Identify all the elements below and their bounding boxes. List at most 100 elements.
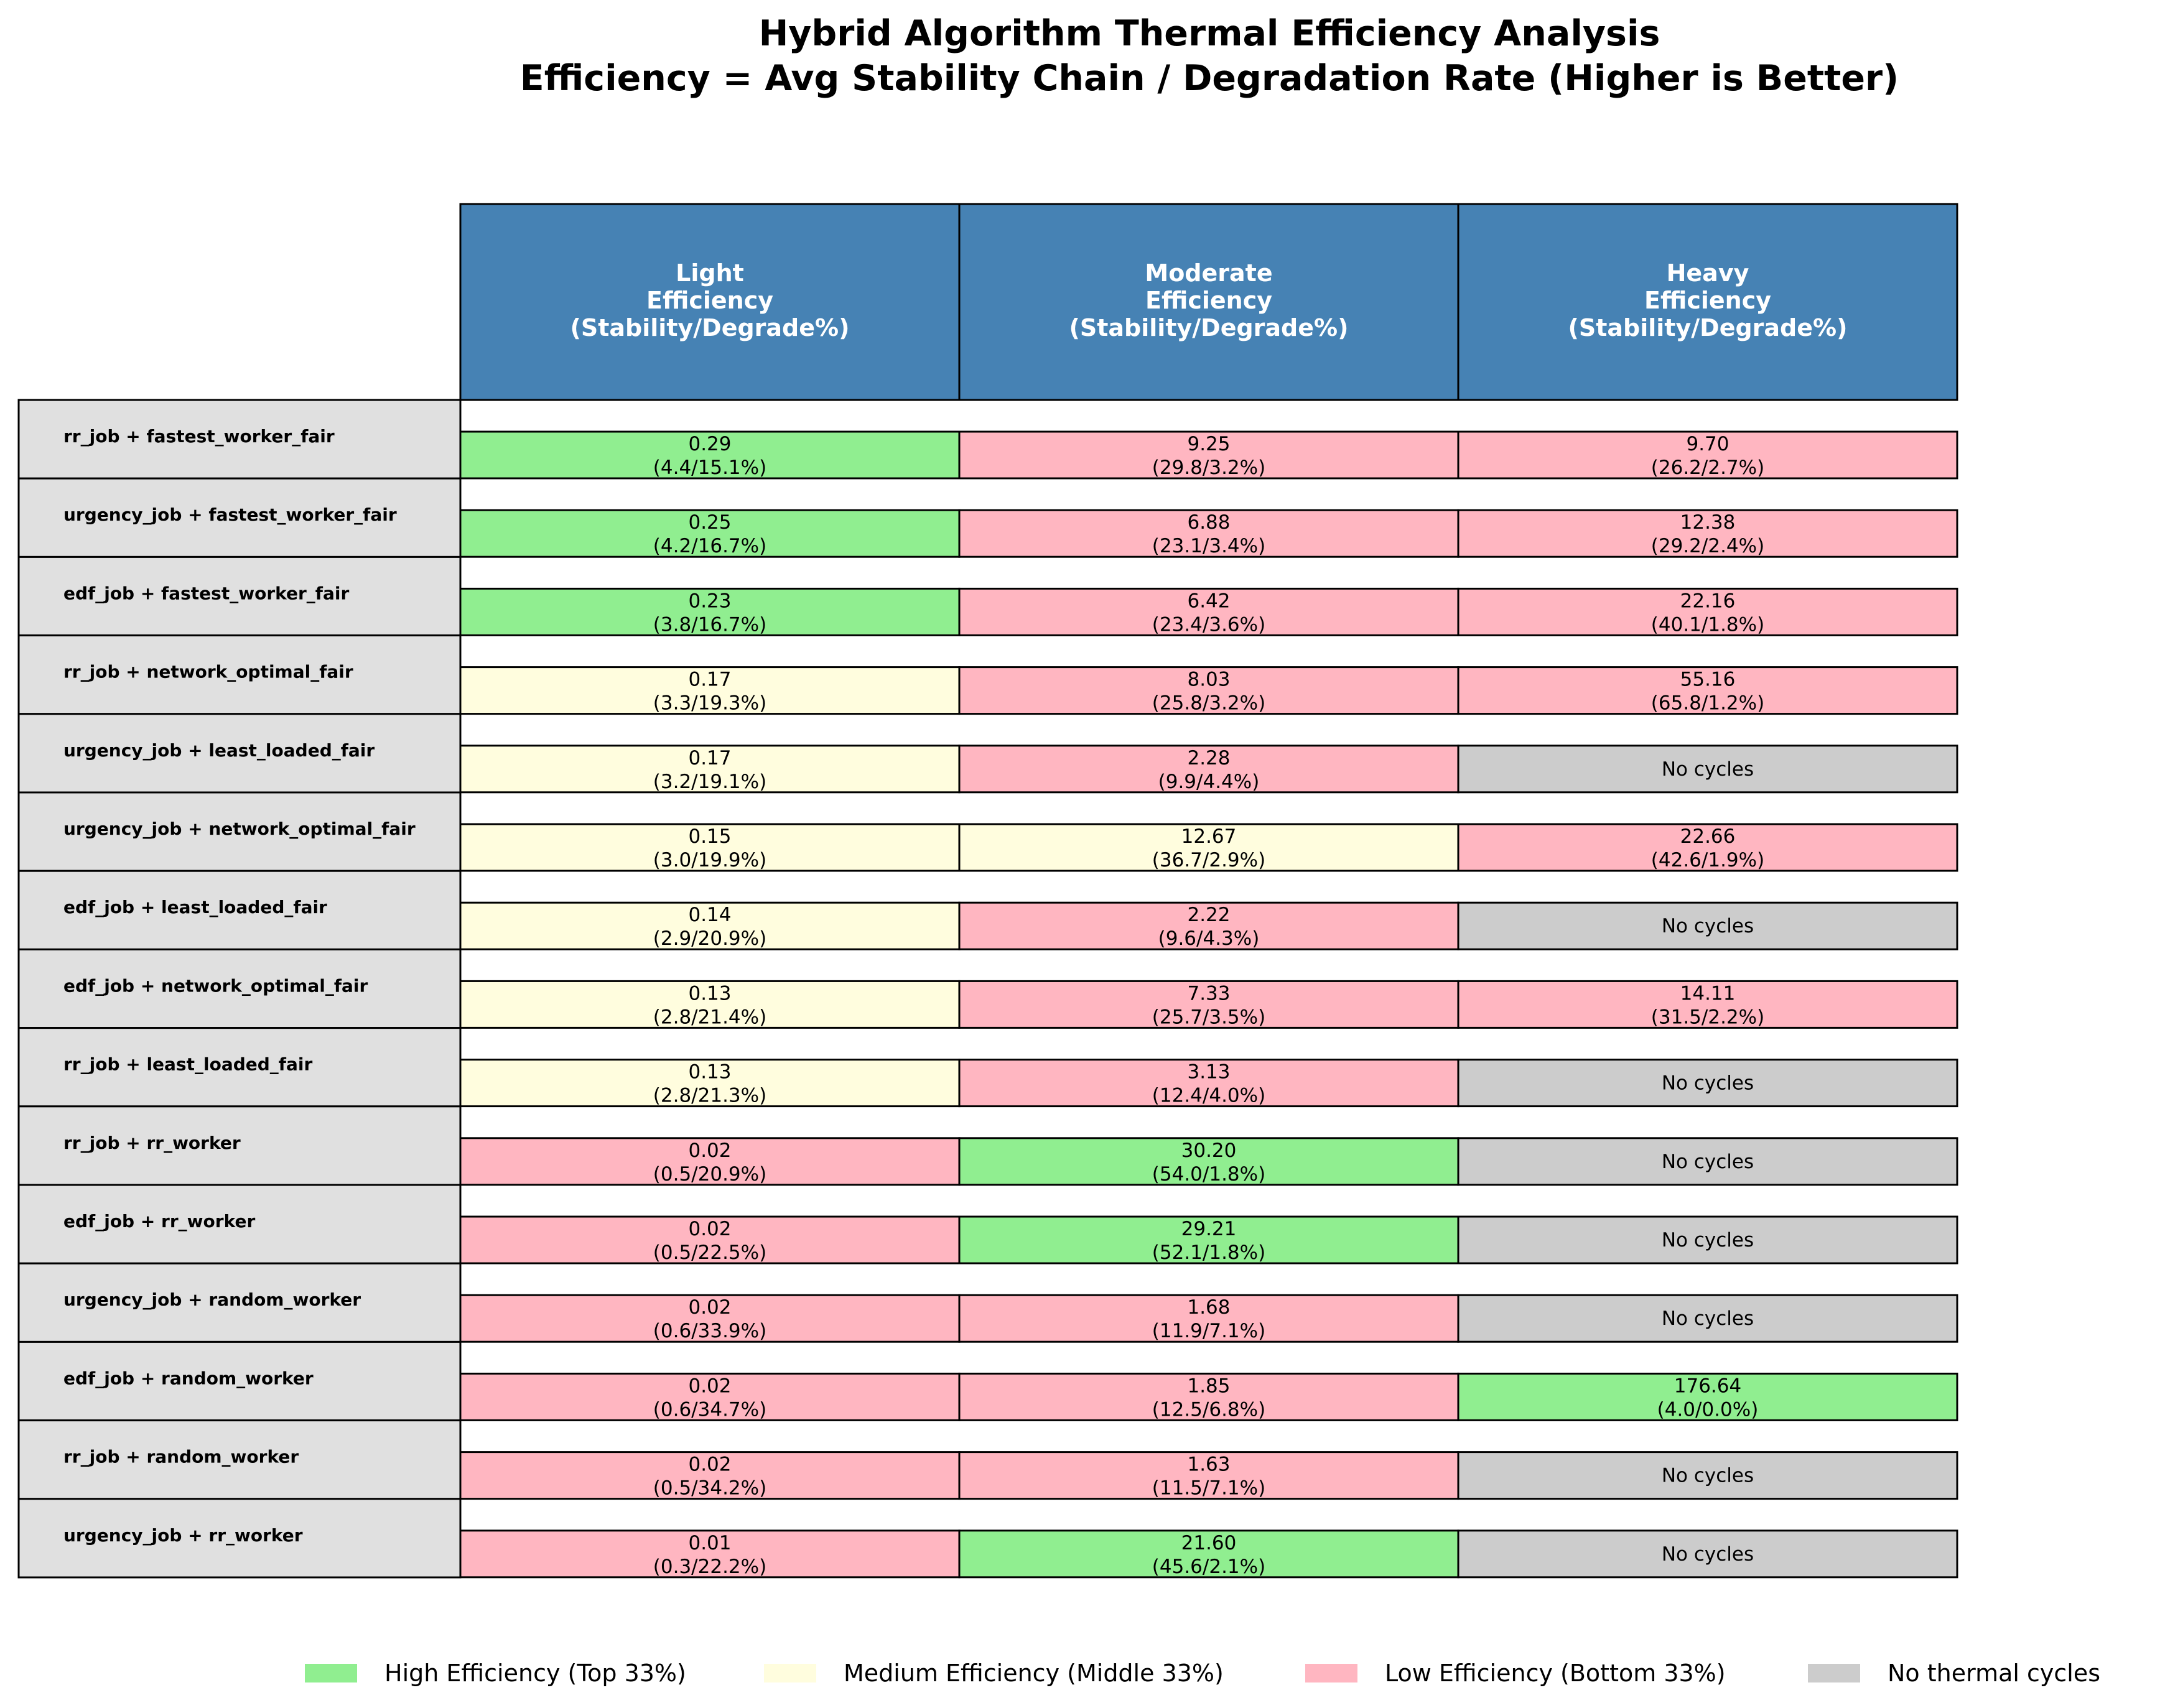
efficiency-value: 0.14 — [688, 904, 731, 926]
efficiency-value: No cycles — [1662, 1465, 1754, 1487]
efficiency-value: 0.13 — [688, 982, 731, 1005]
efficiency-value: 0.01 — [688, 1532, 731, 1554]
efficiency-value: 7.33 — [1187, 982, 1230, 1005]
efficiency-detail: (4.4/15.1%) — [653, 457, 766, 479]
efficiency-value: 2.22 — [1187, 904, 1230, 926]
efficiency-cell — [1457, 1529, 1958, 1579]
efficiency-value: 6.42 — [1187, 590, 1230, 612]
efficiency-detail: (25.7/3.5%) — [1152, 1006, 1265, 1028]
row-label: edf_job + least_loaded_fair — [63, 897, 327, 917]
efficiency-detail: (0.6/34.7%) — [653, 1398, 766, 1421]
efficiency-cell — [958, 1451, 1459, 1500]
column-header-0 — [459, 203, 961, 401]
efficiency-detail: (2.8/21.4%) — [653, 1006, 766, 1028]
efficiency-value: 0.02 — [688, 1454, 731, 1476]
legend-item: Low Efficiency (Bottom 33%) — [1305, 1651, 1726, 1695]
row-label-cell — [17, 948, 462, 1029]
efficiency-cell — [1457, 1215, 1958, 1265]
efficiency-value: 0.02 — [688, 1218, 731, 1240]
row-label: urgency_job + random_worker — [63, 1289, 361, 1310]
efficiency-cell — [459, 745, 961, 794]
efficiency-cell — [958, 901, 1459, 950]
efficiency-cell — [958, 666, 1459, 715]
efficiency-value: No cycles — [1662, 1229, 1754, 1251]
efficiency-cell — [1457, 901, 1958, 950]
efficiency-value: 22.16 — [1680, 590, 1736, 612]
efficiency-value: 12.67 — [1181, 825, 1237, 848]
chart-title-line2: Efficiency = Avg Stability Chain / Degra… — [519, 58, 1899, 99]
efficiency-cell — [958, 1137, 1459, 1186]
efficiency-cell — [958, 430, 1459, 480]
efficiency-detail: (2.9/20.9%) — [653, 927, 766, 950]
chart-title: Hybrid Algorithm Thermal Efficiency Anal… — [0, 11, 2160, 101]
efficiency-value: 9.25 — [1187, 433, 1230, 455]
efficiency-cell — [958, 509, 1459, 558]
efficiency-cell — [459, 430, 961, 480]
efficiency-detail: (3.8/16.7%) — [653, 613, 766, 636]
efficiency-value: 6.88 — [1187, 511, 1230, 534]
column-header-label: Light — [676, 259, 744, 287]
chart-title-line1: Hybrid Algorithm Thermal Efficiency Anal… — [758, 13, 1660, 54]
column-header-label: Heavy — [1667, 259, 1749, 287]
efficiency-detail: (0.5/34.2%) — [653, 1477, 766, 1500]
efficiency-value: 8.03 — [1187, 669, 1230, 691]
column-header-label: Efficiency — [1145, 287, 1272, 314]
efficiency-cell — [459, 1059, 961, 1108]
efficiency-cell — [459, 1372, 961, 1421]
efficiency-detail: (4.0/0.0%) — [1657, 1398, 1759, 1421]
efficiency-detail: (11.5/7.1%) — [1152, 1477, 1265, 1500]
row-label: urgency_job + rr_worker — [63, 1525, 303, 1546]
legend-label: Low Efficiency (Bottom 33%) — [1385, 1659, 1726, 1687]
efficiency-cell — [459, 1451, 961, 1500]
legend-swatch — [764, 1664, 816, 1682]
efficiency-cell — [1457, 509, 1958, 558]
efficiency-detail: (42.6/1.9%) — [1651, 849, 1764, 871]
efficiency-cell — [1457, 587, 1958, 636]
efficiency-value: No cycles — [1662, 1151, 1754, 1173]
efficiency-detail: (4.2/16.7%) — [653, 535, 766, 557]
efficiency-value: No cycles — [1662, 1543, 1754, 1566]
efficiency-cell — [459, 901, 961, 950]
efficiency-detail: (12.5/6.8%) — [1152, 1398, 1265, 1421]
efficiency-value: No cycles — [1662, 1072, 1754, 1095]
efficiency-detail: (36.7/2.9%) — [1152, 849, 1265, 871]
efficiency-detail: (0.5/20.9%) — [653, 1163, 766, 1186]
row-label-cell — [17, 1027, 462, 1108]
legend-swatch — [1305, 1664, 1357, 1682]
row-label-cell — [17, 791, 462, 872]
row-label: rr_job + least_loaded_fair — [63, 1054, 312, 1075]
column-header-label: Moderate — [1145, 259, 1272, 287]
efficiency-detail: (3.2/19.1%) — [653, 771, 766, 793]
row-label: rr_job + fastest_worker_fair — [63, 426, 335, 447]
legend-label: No thermal cycles — [1888, 1659, 2101, 1687]
efficiency-value: 21.60 — [1181, 1532, 1237, 1554]
column-header-2 — [1457, 203, 1958, 401]
efficiency-detail: (0.3/22.2%) — [653, 1556, 766, 1578]
efficiency-cell — [1457, 1372, 1958, 1421]
legend-swatch — [305, 1664, 357, 1682]
efficiency-detail: (26.2/2.7%) — [1651, 457, 1764, 479]
efficiency-cell — [459, 980, 961, 1029]
row-label: urgency_job + least_loaded_fair — [63, 740, 375, 761]
efficiency-value: 0.02 — [688, 1139, 731, 1162]
efficiency-value: 0.15 — [688, 825, 731, 848]
efficiency-cell — [459, 1529, 961, 1579]
efficiency-cell — [459, 1137, 961, 1186]
column-header-label: (Stability/Degrade%) — [1568, 314, 1848, 341]
efficiency-cell — [1457, 666, 1958, 715]
efficiency-detail: (12.4/4.0%) — [1152, 1085, 1265, 1107]
efficiency-cell — [1457, 745, 1958, 794]
column-header-label: (Stability/Degrade%) — [1069, 314, 1349, 341]
efficiency-value: 176.64 — [1674, 1375, 1741, 1397]
row-label: urgency_job + network_optimal_fair — [63, 819, 416, 839]
row-label-cell — [17, 870, 462, 950]
efficiency-detail: (3.3/19.3%) — [653, 692, 766, 715]
efficiency-cell — [459, 509, 961, 558]
efficiency-detail: (23.4/3.6%) — [1152, 613, 1265, 636]
efficiency-value: 9.70 — [1686, 433, 1729, 455]
efficiency-value: 14.11 — [1680, 982, 1736, 1005]
efficiency-value: 0.17 — [688, 747, 731, 769]
efficiency-value: 2.28 — [1187, 747, 1230, 769]
efficiency-detail: (45.6/2.1%) — [1152, 1556, 1265, 1578]
